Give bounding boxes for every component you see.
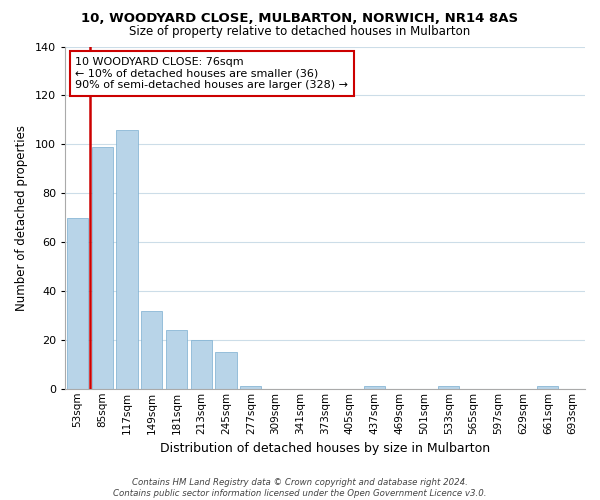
Text: 10, WOODYARD CLOSE, MULBARTON, NORWICH, NR14 8AS: 10, WOODYARD CLOSE, MULBARTON, NORWICH, … <box>82 12 518 26</box>
Bar <box>364 386 385 389</box>
Bar <box>538 386 559 389</box>
Bar <box>240 386 261 389</box>
Text: 10 WOODYARD CLOSE: 76sqm
← 10% of detached houses are smaller (36)
90% of semi-d: 10 WOODYARD CLOSE: 76sqm ← 10% of detach… <box>76 57 349 90</box>
Y-axis label: Number of detached properties: Number of detached properties <box>15 124 28 310</box>
Bar <box>141 310 162 389</box>
Bar <box>92 146 113 389</box>
Bar <box>166 330 187 389</box>
X-axis label: Distribution of detached houses by size in Mulbarton: Distribution of detached houses by size … <box>160 442 490 455</box>
Bar <box>116 130 137 389</box>
Bar <box>67 218 88 389</box>
Text: Contains HM Land Registry data © Crown copyright and database right 2024.
Contai: Contains HM Land Registry data © Crown c… <box>113 478 487 498</box>
Text: Size of property relative to detached houses in Mulbarton: Size of property relative to detached ho… <box>130 25 470 38</box>
Bar <box>191 340 212 389</box>
Bar <box>439 386 460 389</box>
Bar <box>215 352 236 389</box>
